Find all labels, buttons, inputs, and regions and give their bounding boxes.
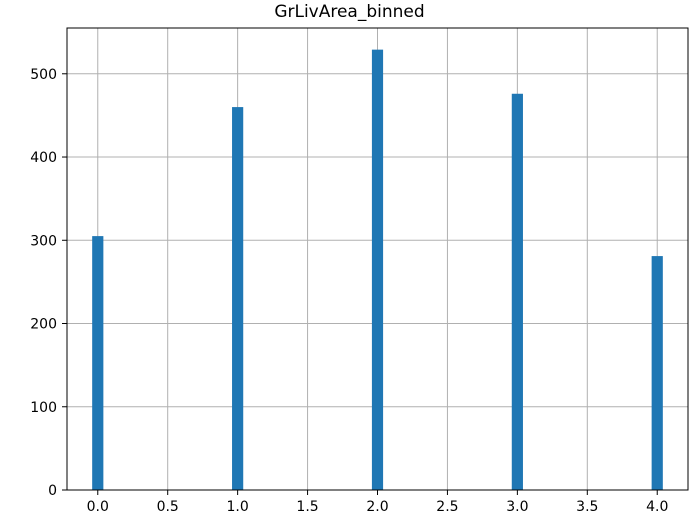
bar: [232, 107, 244, 490]
bar: [371, 49, 384, 490]
x-tick-label: 4.0: [646, 499, 668, 515]
bar: [651, 256, 663, 490]
tick-layer: 0.0 0.5 1.0 1.5 2.0 2.5 3.0 3.5 4.0 0 100 200 300 400…: [30, 67, 668, 515]
x-tick-label: 0.0: [87, 499, 109, 515]
y-tick-label: 400: [30, 150, 57, 166]
y-tick-label: 0: [48, 483, 57, 499]
bar-layer: [92, 49, 663, 491]
x-tick-label: 1.0: [227, 499, 249, 515]
x-tick-label: 0.5: [157, 499, 179, 515]
x-tick-label: 2.0: [366, 499, 388, 515]
chart-title: GrLivArea_binned: [274, 2, 425, 22]
y-tick-label: 500: [30, 67, 57, 83]
y-tick-label: 200: [30, 317, 57, 333]
y-tick-label: 100: [30, 400, 57, 416]
bar: [511, 93, 523, 491]
x-tick-label: 3.5: [576, 499, 598, 515]
y-tick-label: 300: [30, 233, 57, 249]
x-tick-label: 2.5: [436, 499, 458, 515]
bar: [92, 236, 104, 490]
x-tick-label: 3.0: [506, 499, 528, 515]
x-tick-label: 1.5: [296, 499, 318, 515]
